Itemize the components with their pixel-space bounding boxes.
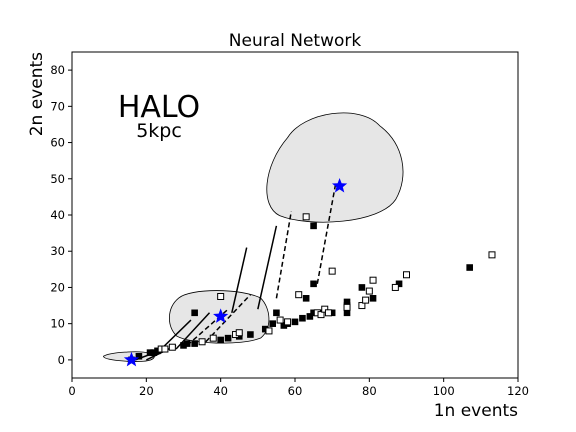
- filled-square-marker: [343, 298, 351, 306]
- y-tick-label: 70: [50, 99, 65, 113]
- y-axis-ticks: 0 10 20 30 40 50 60 70 80: [50, 63, 72, 367]
- open-square-marker: [358, 302, 366, 310]
- filled-square-marker: [358, 284, 366, 291]
- open-square-marker: [161, 345, 169, 353]
- x-tick-label: 60: [288, 384, 303, 398]
- open-square-marker: [295, 291, 303, 299]
- annotation-halo: HALO: [118, 90, 200, 125]
- star-marker: [123, 351, 140, 367]
- data-markers: [123, 178, 496, 367]
- filled-square-marker: [183, 340, 191, 347]
- filled-square-marker: [306, 313, 314, 320]
- solid-trend-line: [231, 247, 248, 313]
- x-tick-label: 20: [139, 384, 154, 398]
- filled-square-marker: [310, 309, 317, 317]
- filled-square-marker: [146, 349, 154, 356]
- filled-square-marker: [247, 331, 254, 338]
- dashed-trend-line: [316, 182, 337, 284]
- filled-square-marker: [269, 320, 276, 327]
- filled-square-marker: [310, 280, 317, 288]
- contour-regions: [103, 112, 404, 362]
- open-square-marker: [235, 329, 243, 337]
- y-tick-label: 0: [58, 353, 65, 367]
- open-square-marker: [168, 343, 176, 351]
- y-tick-label: 60: [50, 136, 65, 150]
- y-tick-label: 10: [50, 317, 65, 331]
- filled-square-marker: [310, 222, 317, 230]
- open-square-marker: [302, 213, 310, 221]
- open-square-marker: [365, 287, 373, 295]
- filled-square-marker: [224, 334, 232, 342]
- open-square-marker: [284, 318, 292, 326]
- open-square-marker: [488, 251, 496, 259]
- open-square-marker: [198, 338, 206, 346]
- y-tick-label: 80: [50, 63, 65, 77]
- open-square-marker: [324, 309, 332, 317]
- open-square-marker: [369, 276, 377, 284]
- open-square-marker: [328, 267, 336, 275]
- open-square-marker: [362, 296, 370, 304]
- filled-square-marker: [273, 309, 280, 317]
- filled-square-marker: [466, 264, 473, 271]
- filled-square-marker: [154, 347, 161, 355]
- y-axis-label: 2n events: [27, 52, 47, 136]
- filled-square-marker: [191, 309, 198, 317]
- x-axis-label: 1n events: [434, 401, 518, 421]
- filled-square-marker: [369, 295, 377, 302]
- y-tick-label: 40: [50, 208, 65, 222]
- filled-square-marker: [235, 333, 243, 340]
- x-tick-label: 100: [433, 384, 455, 398]
- x-tick-label: 0: [68, 384, 75, 398]
- star-marker: [213, 308, 229, 323]
- star-marker: [331, 178, 348, 193]
- x-tick-label: 120: [507, 384, 529, 398]
- y-tick-label: 30: [50, 244, 65, 258]
- y-tick-label: 50: [50, 172, 65, 186]
- annotation-distance: 5kpc: [136, 120, 182, 142]
- filled-square-marker: [135, 352, 143, 360]
- open-square-marker: [265, 327, 273, 335]
- open-square-marker: [209, 334, 217, 342]
- open-square-marker: [321, 305, 329, 313]
- open-square-marker: [317, 311, 325, 319]
- x-tick-label: 40: [213, 384, 228, 398]
- filled-square-marker: [191, 340, 198, 347]
- filled-square-marker: [280, 322, 288, 329]
- chart-title: Neural Network: [229, 31, 362, 51]
- filled-square-marker: [150, 349, 158, 356]
- filled-square-marker: [291, 318, 299, 326]
- contour-region: [266, 112, 404, 223]
- filled-square-marker: [299, 314, 306, 322]
- open-square-marker: [391, 283, 399, 291]
- dashed-trend-line: [275, 211, 293, 299]
- solid-trend-line: [257, 225, 278, 310]
- open-square-marker: [217, 293, 225, 300]
- filled-square-marker: [395, 280, 403, 288]
- dashed-trend-line: [186, 308, 229, 346]
- open-square-marker: [276, 316, 284, 324]
- open-square-marker: [403, 271, 410, 279]
- y-tick-label: 20: [50, 280, 65, 294]
- filled-square-marker: [180, 342, 187, 349]
- x-axis-ticks: 0 20 40 60 80 100 120: [68, 378, 529, 398]
- dashed-trend-line: [205, 294, 251, 343]
- filled-square-marker: [328, 309, 336, 317]
- filled-square-marker: [302, 295, 310, 302]
- filled-square-marker: [343, 309, 351, 317]
- open-square-marker: [343, 303, 351, 311]
- x-tick-label: 80: [362, 384, 377, 398]
- filled-square-marker: [217, 336, 224, 344]
- filled-square-marker: [261, 325, 269, 333]
